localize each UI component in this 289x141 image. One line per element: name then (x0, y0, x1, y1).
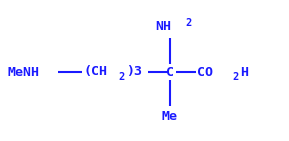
Text: 2: 2 (118, 72, 124, 82)
Text: CO: CO (197, 66, 213, 79)
Text: MeNH: MeNH (8, 66, 40, 79)
Text: (CH: (CH (83, 66, 107, 79)
Text: )3: )3 (126, 66, 142, 79)
Text: Me: Me (162, 110, 178, 123)
Text: C: C (166, 66, 174, 79)
Text: H: H (240, 66, 248, 79)
Text: 2: 2 (185, 18, 191, 28)
Text: NH: NH (155, 20, 171, 33)
Text: 2: 2 (232, 72, 238, 82)
